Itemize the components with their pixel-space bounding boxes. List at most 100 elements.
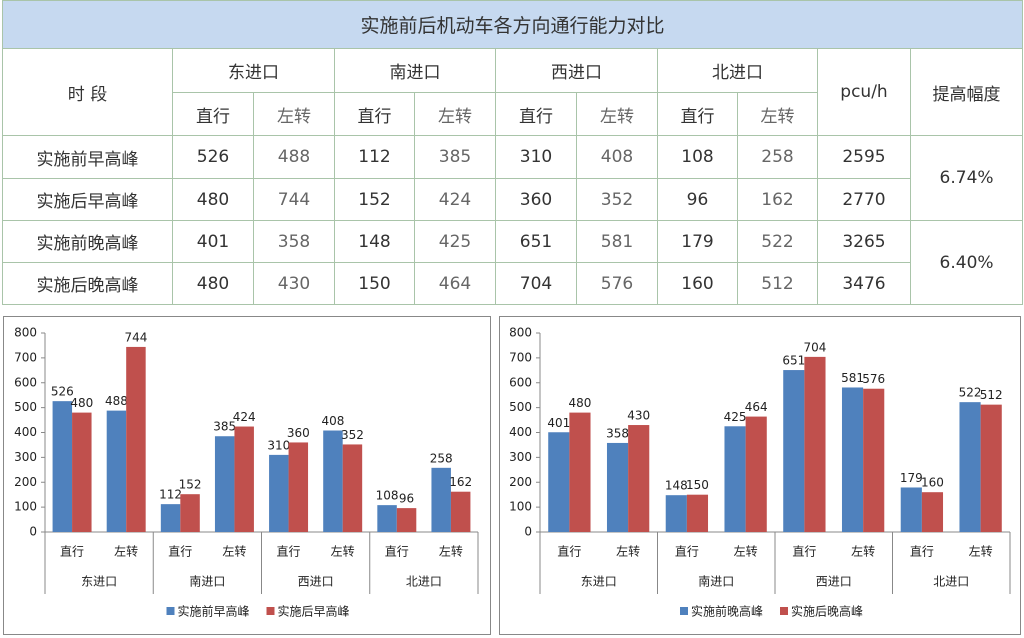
data-label: 408	[321, 414, 344, 428]
cell: 576	[576, 262, 658, 305]
cell: 401	[172, 220, 254, 263]
x-tick-label: 直行	[385, 545, 409, 559]
cell: 2770	[817, 178, 911, 221]
group-label: 西进口	[816, 575, 852, 589]
data-label: 152	[179, 478, 202, 492]
data-label: 258	[430, 451, 453, 465]
chart: 0 100 200 300 400 500 600 700 800 东进口 南进口 西进口 北进口 直行 5…	[3, 316, 491, 635]
x-tick-label: 左转	[439, 544, 463, 559]
bar	[921, 492, 944, 532]
group-label: 南进口	[698, 574, 734, 589]
cell: 3265	[817, 220, 911, 263]
bar	[214, 436, 235, 532]
bar	[160, 504, 181, 532]
cell: 526	[172, 135, 254, 179]
data-label: 360	[287, 426, 310, 440]
x-tick-label: 直行	[277, 545, 301, 559]
bar	[377, 505, 397, 532]
bar	[606, 442, 629, 532]
data-label: 425	[724, 410, 747, 424]
data-label: 744	[124, 330, 147, 344]
cell: 480	[172, 262, 254, 305]
cell: 425	[414, 220, 496, 263]
y-tick-label: 600	[509, 375, 532, 389]
bar	[126, 346, 146, 532]
bar	[396, 508, 417, 532]
bar	[686, 494, 709, 532]
row-label: 实施前晚高峰	[2, 220, 173, 263]
cell: 424	[414, 178, 496, 221]
cell: 179	[657, 220, 738, 263]
y-tick-label: 600	[14, 375, 37, 389]
bar	[234, 426, 254, 532]
data-label: 179	[900, 471, 923, 485]
data-label: 401	[547, 416, 570, 430]
data-label: 576	[862, 372, 885, 386]
x-tick-label: 直行	[675, 545, 699, 559]
data-label: 96	[399, 492, 414, 506]
x-tick-label: 直行	[168, 545, 192, 559]
data-label: 526	[51, 385, 74, 399]
legend-swatch	[680, 607, 688, 615]
data-label: 150	[686, 478, 709, 492]
x-tick-label: 左转	[734, 544, 758, 559]
bar	[900, 487, 922, 532]
legend-swatch	[166, 607, 175, 615]
data-label: 651	[782, 354, 805, 368]
group-label: 东进口	[581, 575, 617, 589]
bar	[724, 426, 746, 532]
bar	[665, 495, 687, 532]
header-cell: 左转	[414, 92, 496, 136]
x-tick-label: 左转	[114, 544, 138, 559]
y-tick-label: 800	[14, 326, 37, 340]
x-tick-label: 左转	[331, 544, 355, 559]
y-tick-label: 300	[14, 450, 37, 464]
cell: 360	[495, 178, 577, 221]
y-tick-label: 500	[14, 400, 37, 414]
data-label: 160	[921, 476, 944, 490]
bar	[959, 402, 981, 532]
cell: 3476	[817, 262, 911, 305]
y-tick-label: 0	[524, 525, 532, 539]
bar	[745, 416, 767, 532]
x-tick-label: 直行	[557, 545, 581, 559]
row-label: 实施前早高峰	[2, 135, 173, 179]
data-label: 430	[627, 409, 650, 423]
y-tick-label: 0	[29, 525, 37, 539]
data-label: 310	[267, 438, 290, 452]
cell: 108	[657, 135, 738, 179]
cell: 352	[576, 178, 658, 221]
bar	[106, 410, 127, 532]
cell: 522	[737, 220, 818, 263]
header-cell: 左转	[253, 92, 335, 136]
header-cell: pcu/h	[817, 48, 911, 136]
cell: 581	[576, 220, 658, 263]
data-label: 581	[841, 371, 864, 385]
header-cell: 西进口	[495, 48, 658, 93]
group-label: 北进口	[933, 575, 969, 589]
data-label: 112	[159, 488, 182, 502]
header-cell: 左转	[737, 92, 818, 136]
cell: 6.40%	[909, 220, 1024, 305]
y-tick-label: 700	[509, 350, 532, 364]
table-title: 实施前后机动车各方向通行能力对比	[1, 0, 1024, 49]
y-tick-label: 200	[509, 475, 532, 489]
cell: 488	[253, 135, 335, 179]
y-tick-label: 100	[509, 500, 532, 514]
header-cell: 南进口	[334, 48, 496, 93]
bar	[804, 356, 826, 532]
data-label: 480	[70, 396, 93, 410]
y-tick-label: 200	[14, 475, 37, 489]
data-label: 522	[959, 386, 982, 400]
bar	[548, 432, 570, 532]
legend-label: 实施前早高峰	[178, 604, 250, 619]
data-label: 108	[376, 489, 399, 503]
data-label: 480	[568, 396, 591, 410]
group-label: 北进口	[406, 575, 442, 589]
data-label: 352	[341, 428, 364, 442]
bar	[52, 401, 73, 532]
x-tick-label: 左转	[616, 544, 640, 559]
comparison-table: 实施前后机动车各方向通行能力对比时 段东进口 南进口 西进口 北进口 pcu/h 提高幅度…	[1, 0, 1024, 305]
legend-label: 实施前晚高峰	[691, 604, 763, 619]
cell: 512	[737, 262, 818, 305]
